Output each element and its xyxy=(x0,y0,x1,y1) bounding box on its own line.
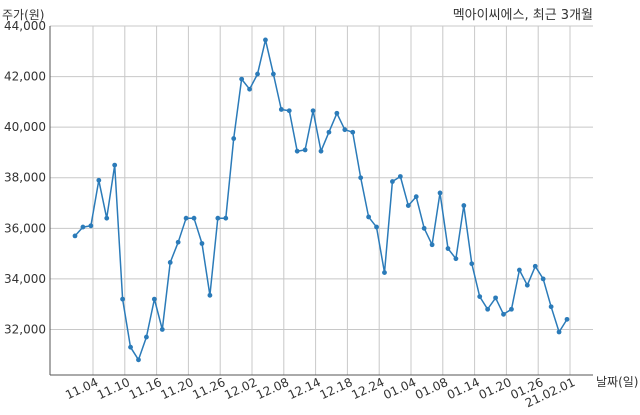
data-point xyxy=(223,215,229,221)
data-point xyxy=(255,71,260,77)
data-point xyxy=(270,71,276,77)
y-tick-labels: 32,000 34,000 36,000 38,000 40,000 42,000 44,0… xyxy=(4,19,46,336)
data-point xyxy=(358,175,364,181)
data-point xyxy=(128,344,133,350)
data-point xyxy=(524,282,530,288)
data-point xyxy=(326,129,332,135)
data-point xyxy=(437,190,443,196)
data-point xyxy=(366,214,372,220)
data-point xyxy=(310,108,316,114)
data-point xyxy=(548,304,554,310)
data-point xyxy=(151,296,157,302)
x-axis-label: 날짜(일) xyxy=(596,375,638,389)
data-point xyxy=(556,329,562,335)
data-point xyxy=(231,136,237,141)
chart-title: 멕아이씨에스, 최근 3개월 xyxy=(453,8,593,23)
data-point xyxy=(215,215,221,221)
data-point xyxy=(516,267,522,273)
data-point xyxy=(477,294,483,300)
y-tick-label: 44,000 xyxy=(4,19,46,33)
data-point xyxy=(405,203,411,208)
x-tick-labels: 11.0411.1011.1611.2011.2612.0212.0812.14… xyxy=(63,375,577,410)
axes xyxy=(49,26,593,376)
y-tick-label: 36,000 xyxy=(4,221,46,235)
y-tick-label: 42,000 xyxy=(4,70,46,84)
y-tick-label: 34,000 xyxy=(4,272,46,286)
data-point xyxy=(247,86,252,92)
data-point xyxy=(120,296,126,302)
grid-lines xyxy=(50,25,593,375)
data-point xyxy=(175,239,181,245)
data-point xyxy=(532,263,538,269)
data-point xyxy=(445,246,451,251)
data-point xyxy=(88,223,94,229)
data-point xyxy=(239,76,245,82)
data-point xyxy=(318,148,324,154)
data-point xyxy=(350,129,356,135)
data-point xyxy=(342,127,348,133)
data-point xyxy=(144,334,149,340)
data-point xyxy=(413,194,419,200)
data-point xyxy=(167,260,173,265)
series-line xyxy=(74,39,568,361)
data-point xyxy=(374,224,379,230)
data-point xyxy=(183,215,189,221)
data-point xyxy=(191,215,197,221)
data-point xyxy=(509,306,514,312)
data-point xyxy=(136,357,141,363)
y-tick-label: 40,000 xyxy=(4,120,46,134)
data-point xyxy=(263,37,268,43)
data-point xyxy=(485,306,491,312)
data-point xyxy=(390,179,395,184)
data-point xyxy=(540,276,546,282)
y-tick-label: 32,000 xyxy=(4,322,46,336)
data-point xyxy=(80,224,86,230)
data-point xyxy=(461,203,467,208)
data-point xyxy=(501,311,506,317)
data-point xyxy=(112,162,118,168)
data-point xyxy=(421,225,427,231)
series-layer xyxy=(72,37,570,363)
data-point xyxy=(286,108,292,114)
data-point xyxy=(207,292,213,298)
data-point xyxy=(429,242,435,248)
data-point xyxy=(397,174,403,179)
data-point xyxy=(469,261,475,267)
data-point xyxy=(453,256,459,262)
y-axis-label: 주가(원) xyxy=(2,8,44,22)
data-point xyxy=(493,295,498,301)
data-point xyxy=(334,110,340,116)
data-point xyxy=(72,233,78,239)
y-tick-label: 38,000 xyxy=(4,171,46,185)
data-point xyxy=(278,107,284,112)
data-point xyxy=(96,177,102,183)
data-point xyxy=(302,147,308,153)
data-point xyxy=(564,316,570,322)
data-point xyxy=(159,327,165,332)
data-point xyxy=(294,148,300,154)
data-point xyxy=(104,215,110,221)
data-point xyxy=(382,270,387,275)
data-point xyxy=(199,241,205,246)
